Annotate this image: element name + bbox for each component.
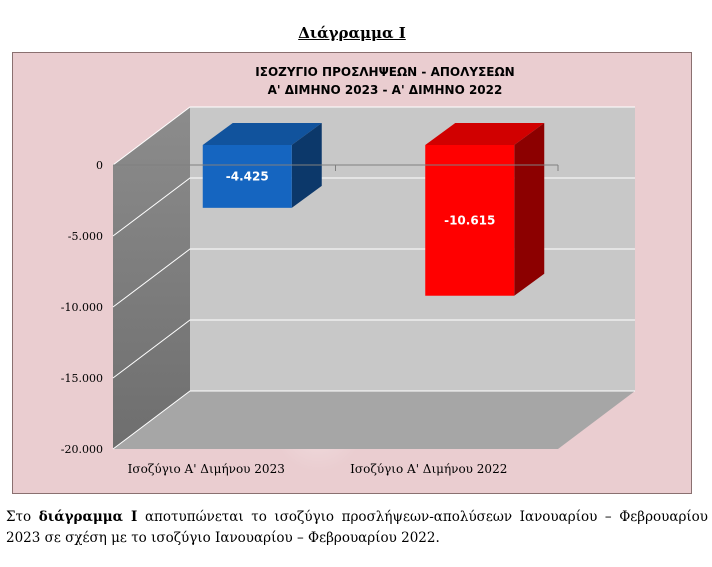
caption-text-start: Στο — [6, 509, 39, 525]
caption-paragraph: Στο διάγραμμα Ι αποτυπώνεται το ισοζύγιο… — [6, 507, 708, 549]
bar-2 — [425, 123, 545, 296]
data-label: -10.615 — [444, 213, 495, 227]
y-tick-label: 0 — [96, 159, 103, 172]
bar-top-face — [425, 123, 545, 145]
bar-side-face — [514, 123, 545, 296]
gridline — [112, 390, 635, 450]
chart-floor — [113, 391, 635, 449]
data-label: -4.425 — [226, 169, 269, 183]
chart-title-line1: ΙΣΟΖΥΓΙΟ ΠΡΟΣΛΗΨΕΩΝ - ΑΠΟΛΥΣΕΩΝ — [255, 65, 514, 79]
baseline-wall — [112, 106, 635, 166]
y-tick-label: -15.000 — [61, 372, 103, 385]
caption-text-end: αποτυπώνεται το ισοζύγιο προσλήψεων-απολ… — [6, 509, 709, 546]
caption-bold-reference: διάγραμμα Ι — [38, 509, 138, 525]
bar-top-face — [202, 123, 322, 145]
y-tick-label: -10.000 — [61, 301, 103, 314]
plot-area: 0 -5.000 -10.000 -15.000 -20.000 -4.425 -10.61… — [61, 106, 635, 476]
y-tick-label: -20.000 — [61, 443, 103, 456]
y-tick-label: -5.000 — [68, 230, 103, 243]
bar-front-face — [425, 145, 515, 296]
x-category-label: Ισοζύγιο Α' Διμήνου 2023 — [128, 462, 285, 476]
diagram-heading: Διάγραμμα Ι — [298, 24, 406, 42]
bar-chart: ΙΣΟΖΥΓΙΟ ΠΡΟΣΛΗΨΕΩΝ - ΑΠΟΛΥΣΕΩΝ Α' ΔΙΜΗΝ… — [61, 65, 635, 476]
x-category-label: Ισοζύγιο Α' Διμήνου 2022 — [350, 462, 507, 476]
gridline — [112, 319, 635, 379]
chart-title-line2: Α' ΔΙΜΗΝΟ 2023 - Α' ΔΙΜΗΝΟ 2022 — [268, 83, 503, 97]
bar-front-face — [202, 145, 292, 208]
chart-area: ΙΣΟΖΥΓΙΟ ΠΡΟΣΛΗΨΕΩΝ - ΑΠΟΛΥΣΕΩΝ Α' ΔΙΜΗΝ… — [12, 52, 692, 494]
